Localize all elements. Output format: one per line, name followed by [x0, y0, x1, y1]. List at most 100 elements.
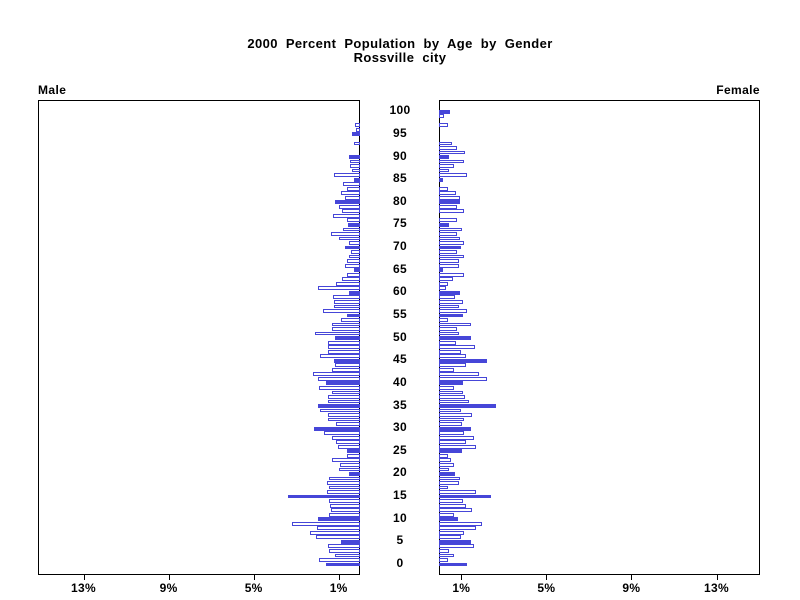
bar-female-age-47 — [439, 349, 461, 354]
age-tick-label-30: 30 — [393, 420, 407, 435]
female-panel — [439, 100, 760, 575]
bar-female-age-19 — [439, 476, 460, 481]
bar-female-age-61 — [439, 286, 446, 291]
age-tick-label-50: 50 — [393, 329, 407, 344]
male-panel — [38, 100, 360, 575]
bar-male-age-86 — [334, 173, 360, 177]
bar-male-age-62 — [335, 281, 360, 286]
bar-female-age-26 — [439, 444, 476, 449]
bar-male-age-14 — [329, 499, 360, 503]
bar-male-age-20 — [349, 472, 360, 476]
bar-male-age-69 — [351, 250, 360, 254]
bar-male-age-26 — [337, 444, 360, 449]
bar-female-age-3 — [439, 549, 449, 553]
bar-female-age-89 — [439, 159, 464, 164]
bar-male-age-6 — [315, 535, 360, 540]
bar-female-age-11 — [439, 512, 454, 517]
bar-female-age-78 — [439, 209, 465, 214]
bar-male-age-21 — [339, 467, 360, 472]
bar-female-age-27 — [439, 440, 466, 445]
bar-female-age-16 — [439, 490, 476, 494]
bar-female-age-10 — [439, 517, 459, 522]
bar-male-age-78 — [341, 209, 360, 214]
percent-tick-mark-male-9% — [168, 575, 170, 580]
bar-male-age-90 — [349, 155, 360, 159]
age-tick-label-45: 45 — [393, 352, 407, 367]
bar-male-age-8 — [316, 526, 360, 531]
bar-male-age-55 — [347, 313, 360, 318]
bar-female-age-75 — [439, 223, 449, 227]
percent-tick-label-female-9%: 9% — [622, 581, 641, 595]
bar-female-age-45 — [439, 358, 488, 363]
bar-female-age-23 — [439, 458, 451, 463]
age-tick-label-85: 85 — [393, 171, 407, 186]
age-tick-label-70: 70 — [393, 239, 407, 253]
percent-tick-label-female-5%: 5% — [537, 581, 556, 595]
bar-male-age-18 — [326, 481, 360, 485]
bar-male-age-43 — [331, 367, 360, 372]
bar-male-age-30 — [314, 426, 360, 431]
bar-male-age-12 — [330, 508, 360, 513]
bar-female-age-35 — [439, 404, 496, 408]
bar-female-age-46 — [439, 354, 466, 359]
percent-tick-label-male-1%: 1% — [329, 581, 348, 595]
bar-female-age-21 — [439, 467, 449, 472]
bar-female-age-56 — [439, 309, 468, 313]
age-tick-label-5: 5 — [396, 533, 404, 548]
bar-male-age-71 — [348, 241, 360, 245]
bar-male-age-11 — [329, 512, 360, 517]
bar-female-age-51 — [439, 331, 459, 336]
bar-male-age-39 — [319, 386, 360, 390]
percent-tick-mark-female-9% — [631, 575, 633, 580]
bar-male-age-70 — [345, 245, 360, 250]
male-panel-label: Male — [38, 83, 67, 97]
bar-male-age-97 — [354, 123, 360, 128]
bar-female-age-70 — [439, 245, 462, 250]
bar-male-age-16 — [326, 490, 360, 494]
bar-female-age-4 — [439, 544, 475, 549]
bar-male-age-88 — [350, 164, 360, 168]
bar-female-age-93 — [439, 141, 452, 146]
bar-female-age-82 — [439, 191, 457, 196]
age-tick-label-95: 95 — [393, 125, 407, 140]
bar-male-age-28 — [331, 435, 360, 440]
bar-male-age-46 — [320, 354, 360, 359]
bar-female-age-15 — [439, 494, 492, 499]
bar-female-age-38 — [439, 390, 464, 395]
bar-female-age-37 — [439, 395, 465, 399]
bar-male-age-68 — [348, 254, 360, 259]
bar-male-age-52 — [332, 327, 360, 331]
bar-male-age-37 — [327, 395, 360, 399]
bar-female-age-65 — [439, 268, 444, 273]
bar-female-age-83 — [439, 186, 448, 191]
bar-male-age-35 — [318, 404, 360, 408]
age-tick-label-20: 20 — [393, 465, 407, 480]
bar-male-age-84 — [342, 182, 360, 187]
age-tick-label-35: 35 — [393, 397, 407, 412]
bar-female-age-42 — [439, 372, 479, 377]
bar-male-age-63 — [341, 277, 360, 282]
bar-female-age-92 — [439, 146, 458, 150]
bar-female-age-72 — [439, 236, 461, 241]
bar-female-age-100 — [439, 109, 451, 114]
age-tick-label-65: 65 — [393, 261, 407, 276]
bar-male-age-54 — [340, 318, 360, 322]
bar-male-age-73 — [331, 232, 360, 236]
bar-female-age-14 — [439, 499, 464, 503]
bar-female-age-80 — [439, 200, 461, 205]
bar-male-age-0 — [325, 562, 360, 567]
bar-male-age-29 — [324, 431, 360, 436]
bar-female-age-31 — [439, 422, 463, 427]
bar-female-age-32 — [439, 417, 464, 422]
bar-male-age-19 — [329, 476, 360, 481]
bar-female-age-12 — [439, 508, 473, 513]
age-tick-label-40: 40 — [393, 374, 407, 389]
percent-tick-mark-female-5% — [546, 575, 548, 580]
bar-female-age-54 — [439, 318, 448, 322]
bar-male-age-2 — [334, 553, 360, 558]
percent-tick-mark-female-1% — [461, 575, 463, 580]
bar-female-age-33 — [439, 413, 473, 417]
percent-tick-mark-female-13% — [716, 575, 718, 580]
bar-female-age-97 — [439, 123, 449, 128]
bar-female-age-1 — [439, 558, 448, 562]
